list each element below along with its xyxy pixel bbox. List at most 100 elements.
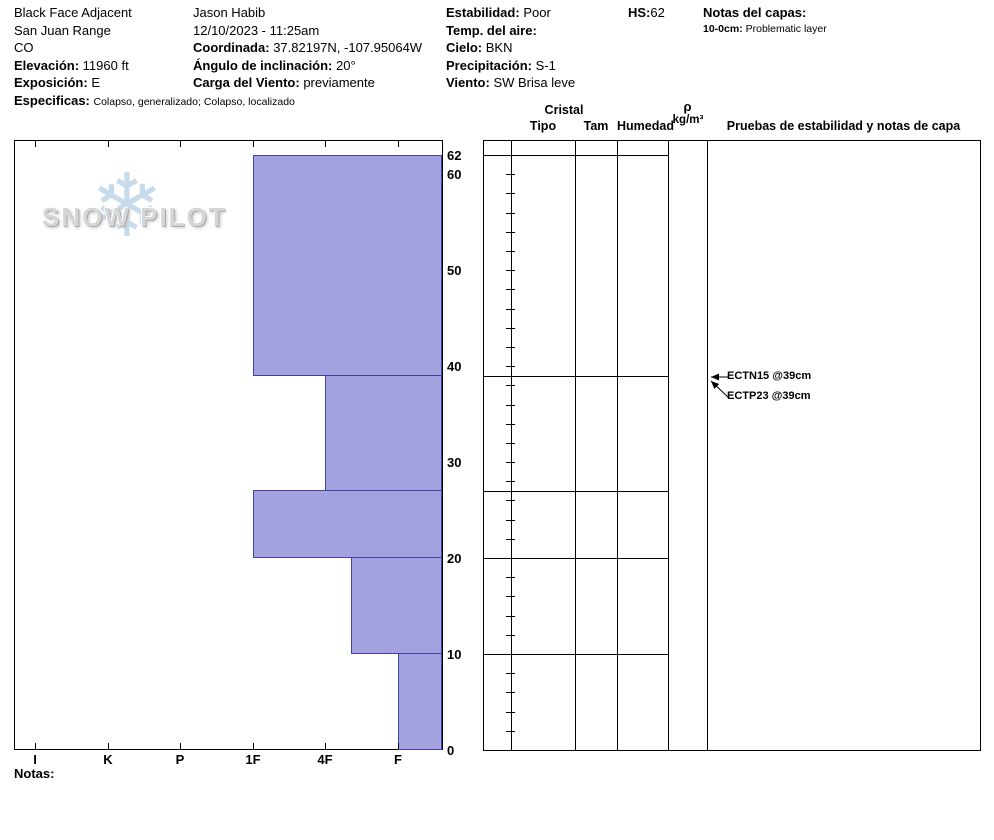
- slope-angle: Ángulo de inclinación: 20°: [193, 57, 422, 75]
- depth-axis-label: 50: [447, 263, 462, 278]
- depth-minor-tick: [506, 616, 515, 617]
- depth-axis-label: 20: [447, 551, 462, 566]
- depth-minor-tick: [506, 328, 515, 329]
- table-grid-hline: [483, 140, 981, 141]
- table-layer-line: [483, 376, 668, 377]
- hs-value: 62: [650, 5, 665, 20]
- precip-label: Precipitación:: [446, 57, 532, 73]
- aspect-value: E: [91, 75, 100, 90]
- table-layer-line: [483, 491, 668, 492]
- site-info: Black Face Adjacent San Juan Range CO El…: [14, 4, 295, 111]
- air-temp-label: Temp. del aire:: [446, 22, 537, 38]
- stability-test-annotation: ECTN15 @39cm: [727, 370, 812, 382]
- depth-minor-tick: [506, 289, 515, 290]
- stability: Estabilidad: Poor: [446, 4, 575, 22]
- table-layer-line: [483, 654, 668, 655]
- hardness-tick: [180, 141, 181, 147]
- layer-note-item: 10-0cm: Problematic layer: [703, 22, 827, 37]
- notes-label: Notas:: [14, 766, 55, 781]
- table-grid-vline: [617, 140, 618, 751]
- hardness-tick: [325, 141, 326, 147]
- table-col-header-tam: Tam: [583, 119, 609, 133]
- table-grid-vline: [575, 140, 576, 751]
- precipitation: Precipitación: S-1: [446, 57, 575, 75]
- depth-minor-tick: [506, 424, 515, 425]
- depth-minor-tick: [506, 462, 515, 463]
- density-symbol: ρ: [683, 99, 692, 114]
- hardness-tick: [108, 141, 109, 147]
- site-name: Black Face Adjacent: [14, 5, 132, 20]
- conditions-info: Estabilidad: Poor Temp. del aire: Cielo:…: [446, 4, 575, 92]
- depth-minor-tick: [506, 481, 515, 482]
- depth-minor-tick: [506, 174, 515, 175]
- snow-layer-bar: [253, 490, 442, 558]
- depth-minor-tick: [506, 539, 515, 540]
- hardness-axis-label: I: [33, 752, 37, 767]
- test-arrow-icon: [710, 373, 730, 399]
- depth-minor-tick: [506, 405, 515, 406]
- layer-notes-title: Notas del capas:: [703, 5, 807, 20]
- depth-minor-tick: [506, 213, 515, 214]
- layer-note-depth: 10-0cm:: [703, 22, 743, 35]
- hardness-profile-plot: [14, 140, 443, 750]
- depth-axis-label: 30: [447, 455, 462, 470]
- coordinates-value: 37.82197N, -107.95064W: [273, 40, 423, 55]
- depth-axis-label: 40: [447, 359, 462, 374]
- depth-minor-tick: [506, 520, 515, 521]
- depth-minor-tick: [506, 558, 515, 559]
- sky-cover: Cielo: BKN: [446, 39, 575, 57]
- layer-notes-list: 10-0cm: Problematic layer: [703, 22, 827, 37]
- depth-axis-label: 60: [447, 167, 462, 182]
- hardness-tick: [325, 743, 326, 749]
- table-grid-vline: [707, 140, 708, 751]
- hardness-tick: [35, 141, 36, 147]
- depth-minor-tick: [506, 731, 515, 732]
- wind-loading-label: Carga del Viento:: [193, 75, 300, 90]
- depth-minor-tick: [506, 443, 515, 444]
- table-grid-vline: [668, 140, 669, 751]
- depth-minor-tick: [506, 673, 515, 674]
- depth-minor-tick: [506, 577, 515, 578]
- table-grid-vline: [511, 140, 512, 751]
- layer-notes: Notas del capas: 10-0cm: Problematic lay…: [703, 4, 827, 37]
- coordinates: Coordinada: 37.82197N, -107.95064W: [193, 39, 422, 57]
- wind-loading: Carga del Viento: previamente: [193, 74, 422, 92]
- snow-layer-bar: [398, 653, 442, 750]
- site-aspect: Exposición: E: [14, 74, 295, 92]
- sky-value: BKN: [485, 40, 513, 55]
- depth-minor-tick: [506, 366, 515, 367]
- depth-axis-label: 62: [447, 148, 462, 163]
- wind-loading-value: previamente: [303, 75, 375, 90]
- wind-label: Viento:: [446, 75, 490, 90]
- elevation-label: Elevación:: [14, 57, 80, 73]
- depth-minor-tick: [506, 385, 515, 386]
- depth-minor-tick: [506, 500, 515, 501]
- depth-minor-tick: [506, 193, 515, 194]
- hs-label: HS:: [628, 5, 651, 20]
- site-state: CO: [14, 40, 34, 55]
- wind-value: SW Brisa leve: [493, 75, 576, 90]
- table-col-header-tipo: Tipo: [529, 119, 557, 133]
- specifics-label: Especificas:: [14, 92, 90, 108]
- precip-value: S-1: [535, 57, 556, 73]
- slope-angle-value: 20°: [336, 57, 356, 73]
- hardness-tick: [253, 141, 254, 147]
- depth-axis-label: 0: [447, 743, 455, 758]
- stability-value: Poor: [523, 5, 551, 20]
- slope-angle-label: Ángulo de inclinación:: [193, 57, 333, 73]
- wind: Viento: SW Brisa leve: [446, 74, 575, 92]
- depth-minor-tick: [506, 635, 515, 636]
- hardness-axis-label: K: [103, 752, 113, 767]
- depth-minor-tick: [506, 270, 515, 271]
- hardness-tick: [253, 743, 254, 749]
- hardness-axis-label: 4F: [317, 752, 333, 767]
- depth-minor-tick: [506, 692, 515, 693]
- snow-layer-bar: [325, 375, 442, 491]
- sky-label: Cielo:: [446, 40, 483, 55]
- depth-minor-tick: [506, 712, 515, 713]
- layer-note-text: Problematic layer: [742, 22, 827, 35]
- hardness-tick: [398, 743, 399, 749]
- site-specifics: Especificas: Colapso, generalizado; Cola…: [14, 92, 295, 112]
- table-grid-vline: [980, 140, 981, 751]
